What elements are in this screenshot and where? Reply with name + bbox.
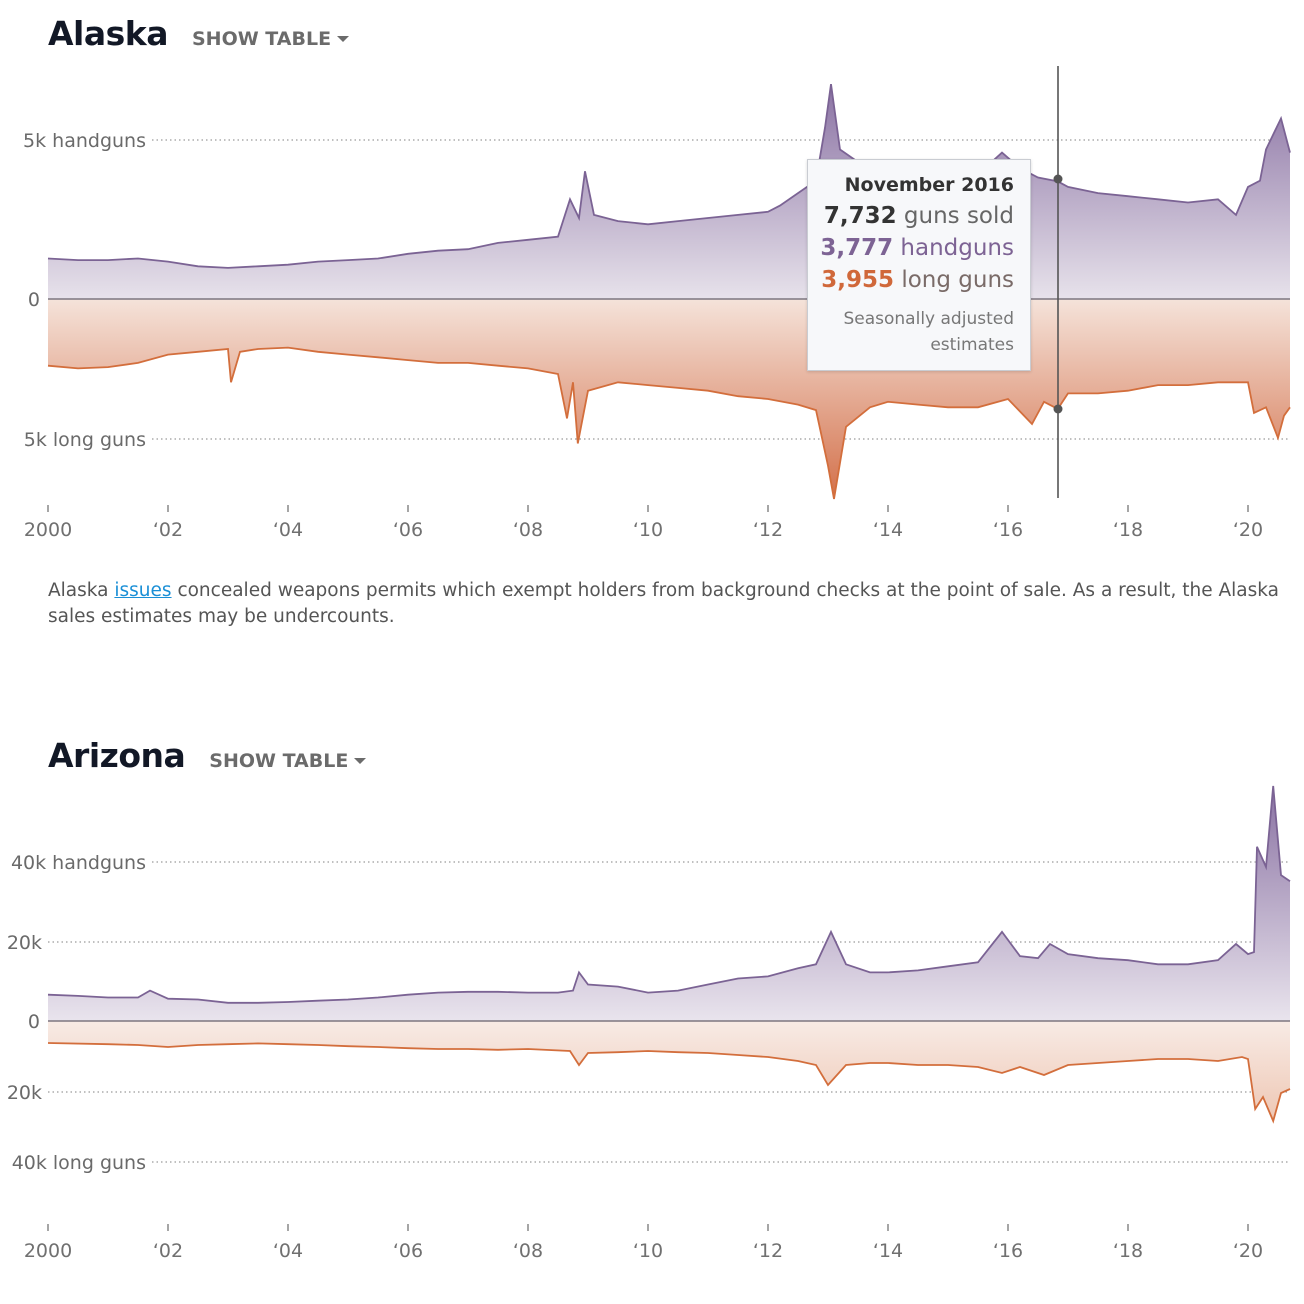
y-label-mid-bottom: 20k	[7, 1082, 42, 1104]
tooltip-total-value: 7,732	[823, 203, 897, 229]
show-table-button[interactable]: SHOW TABLE	[209, 750, 367, 772]
x-tick-label: ‘06	[393, 1240, 423, 1262]
tooltip: November 2016 7,732 guns sold 3,777 hand…	[807, 159, 1031, 371]
y-label-bg-top	[10, 126, 152, 154]
y-label-mid-top: 20k	[7, 932, 42, 954]
y-label-zero: 0	[28, 1011, 40, 1033]
show-table-button[interactable]: SHOW TABLE	[191, 28, 350, 50]
alaska-section: Alaska SHOW TABLE	[48, 14, 350, 53]
alaska-note: Alaska issues concealed weapons permits …	[48, 578, 1298, 630]
y-label-zero: 0	[28, 289, 40, 311]
x-tick-label: ‘04	[273, 519, 303, 541]
tooltip-total: 7,732 guns sold	[818, 200, 1014, 232]
tooltip-longgun-value: 3,955	[821, 267, 894, 293]
x-tick-label: ‘08	[513, 519, 543, 541]
x-tick-label: ‘16	[993, 519, 1023, 541]
x-tick-label: ‘20	[1233, 1240, 1263, 1262]
note-text-before: Alaska	[48, 580, 115, 601]
handgun-line	[47, 785, 1291, 1004]
tooltip-date: November 2016	[844, 174, 1014, 196]
tooltip-handgun-value: 3,777	[820, 235, 894, 261]
x-tick-label: ‘06	[393, 519, 423, 541]
longgun-area	[48, 1021, 1290, 1121]
y-label-bg-top	[0, 848, 152, 876]
tooltip-footnote-2: estimates	[930, 335, 1014, 355]
hover-dot-handgun	[1053, 174, 1063, 184]
caret-down-icon	[354, 758, 367, 764]
x-axis: 2000 ‘02 ‘04 ‘06 ‘08 ‘10 ‘12 ‘14 ‘16 ‘18 ‘20	[24, 505, 1263, 541]
x-tick-label: ‘12	[753, 1240, 783, 1262]
y-label-bg-mid-bottom	[0, 1078, 48, 1106]
note-text-after: concealed weapons permits which exempt h…	[48, 580, 1279, 627]
x-tick-label: ‘08	[513, 1240, 543, 1262]
x-tick-label: 2000	[24, 519, 72, 541]
y-label-top: 40k handguns	[11, 852, 146, 874]
x-tick-label: ‘20	[1233, 519, 1263, 541]
tooltip-footnote-1: Seasonally adjusted	[843, 309, 1014, 329]
alaska-header: Alaska SHOW TABLE	[48, 14, 350, 53]
show-table-label: SHOW TABLE	[209, 750, 349, 772]
caret-down-icon	[337, 36, 350, 42]
handgun-line	[47, 83, 1291, 269]
x-tick-label: ‘10	[633, 1240, 663, 1262]
x-tick-label: ‘04	[273, 1240, 303, 1262]
alaska-chart[interactable]: 5k handguns 0 5k long guns 2000 ‘02 ‘04 ‘06…	[0, 0, 1304, 560]
grid-lines	[48, 861, 1290, 1163]
x-axis: 2000 ‘02 ‘04 ‘06 ‘08 ‘10 ‘12 ‘14 ‘16 ‘18 ‘20	[24, 1224, 1263, 1262]
issues-link[interactable]: issues	[114, 580, 172, 601]
show-table-label: SHOW TABLE	[191, 28, 332, 50]
state-title: Arizona	[48, 736, 186, 775]
grid-lines	[152, 139, 1290, 440]
y-label-bottom: 5k long guns	[24, 429, 146, 451]
y-label-bg-bottom	[0, 1148, 152, 1176]
tooltip-longguns: 3,955 long guns	[818, 264, 1014, 296]
tooltip-handgun-label: handguns	[900, 235, 1014, 261]
x-tick-label: ‘14	[873, 519, 903, 541]
tooltip-handguns: 3,777 handguns	[818, 232, 1014, 264]
x-tick-label: ‘16	[993, 1240, 1023, 1262]
hover-dot-longgun	[1053, 404, 1063, 414]
arizona-section: Arizona SHOW TABLE	[0, 720, 1304, 1304]
x-tick-label: ‘02	[153, 1240, 183, 1262]
state-title: Alaska	[48, 14, 168, 53]
x-tick-label: ‘18	[1113, 519, 1143, 541]
longgun-line	[47, 346, 1291, 500]
x-tick-label: ‘10	[633, 519, 663, 541]
y-label-bottom: 40k long guns	[12, 1152, 146, 1174]
x-tick-label: ‘18	[1113, 1240, 1143, 1262]
tooltip-longgun-label: long guns	[901, 267, 1014, 293]
longgun-area	[48, 299, 1290, 499]
y-label-bg-bottom	[10, 425, 152, 453]
tooltip-footnote: Seasonally adjusted estimates	[818, 306, 1014, 358]
tooltip-total-label: guns sold	[903, 203, 1014, 229]
x-tick-label: ‘12	[753, 519, 783, 541]
x-tick-label: ‘02	[153, 519, 183, 541]
y-label-top: 5k handguns	[23, 130, 146, 152]
arizona-chart[interactable]: 40k handguns 20k 0 20k 40k long guns 200…	[0, 720, 1304, 1304]
longgun-line	[47, 1042, 1291, 1124]
arizona-header: Arizona SHOW TABLE	[48, 736, 367, 775]
handgun-area	[48, 786, 1290, 1021]
x-tick-label: ‘14	[873, 1240, 903, 1262]
y-label-bg-mid-top	[0, 928, 48, 956]
x-tick-label: 2000	[24, 1240, 72, 1262]
